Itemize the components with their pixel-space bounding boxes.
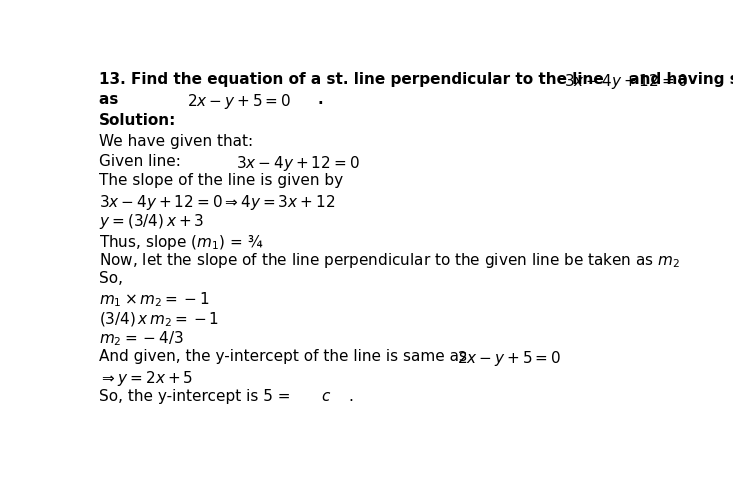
Text: $c$: $c$	[320, 388, 331, 403]
Text: Given line:: Given line:	[99, 153, 185, 168]
Text: $y = (3/4)\, x + 3$: $y = (3/4)\, x + 3$	[99, 212, 205, 231]
Text: We have given that:: We have given that:	[99, 134, 253, 149]
Text: Solution:: Solution:	[99, 113, 177, 128]
Text: $m_2 = -4/3$: $m_2 = -4/3$	[99, 329, 184, 348]
Text: So, the y-intercept is 5 =: So, the y-intercept is 5 =	[99, 388, 295, 403]
Text: $2x - y + 5 = 0$: $2x - y + 5 = 0$	[457, 348, 561, 367]
Text: and having same y-intercept: and having same y-intercept	[625, 72, 733, 87]
Text: $m_1 \times m_2 = -1$: $m_1 \times m_2 = -1$	[99, 290, 210, 309]
Text: Thus, slope $(m_1)$ = ¾: Thus, slope $(m_1)$ = ¾	[99, 231, 263, 251]
Text: $(3/4)\, x\, m_2 = -1$: $(3/4)\, x\, m_2 = -1$	[99, 309, 219, 328]
Text: Now, let the slope of the line perpendicular to the given line be taken as $m_2$: Now, let the slope of the line perpendic…	[99, 251, 680, 270]
Text: And given, the y-intercept of the line is same as: And given, the y-intercept of the line i…	[99, 348, 472, 364]
Text: .: .	[348, 388, 353, 403]
Text: 13. Find the equation of a st. line perpendicular to the line: 13. Find the equation of a st. line perp…	[99, 72, 609, 87]
Text: $3x - 4y + 12 = 0$: $3x - 4y + 12 = 0$	[564, 72, 688, 91]
Text: So,: So,	[99, 270, 123, 285]
Text: as: as	[99, 92, 124, 106]
Text: .: .	[317, 92, 323, 106]
Text: $3x - 4y + 12 = 0 \Rightarrow 4y = 3x + 12$: $3x - 4y + 12 = 0 \Rightarrow 4y = 3x + …	[99, 192, 335, 211]
Text: $2x - y + 5 = 0$: $2x - y + 5 = 0$	[188, 92, 292, 111]
Text: The slope of the line is given by: The slope of the line is given by	[99, 173, 343, 188]
Text: $3x - 4y + 12 = 0$: $3x - 4y + 12 = 0$	[235, 153, 359, 172]
Text: $\Rightarrow y = 2x + 5$: $\Rightarrow y = 2x + 5$	[99, 368, 194, 387]
